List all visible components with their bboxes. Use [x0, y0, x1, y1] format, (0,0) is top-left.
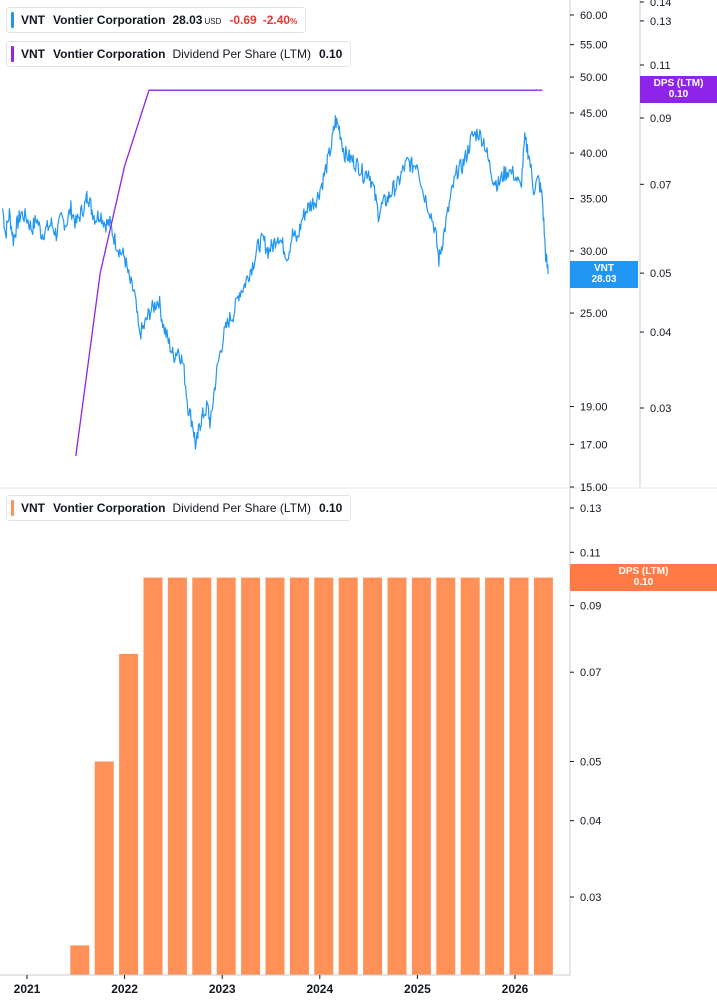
bottom-tick-label: 0.09 [580, 601, 601, 613]
dps-tag-top-value: 0.10 [668, 89, 689, 100]
year-label: 2022 [111, 982, 138, 996]
legend-bottom-metric: Dividend Per Share (LTM) [172, 501, 311, 515]
dps-tick-label: 0.04 [650, 327, 671, 339]
dps-bar[interactable] [314, 577, 334, 975]
bottom-tick-label: 0.03 [580, 892, 601, 904]
legend-price: VNT Vontier Corporation 28.03 USD -0.69 … [6, 7, 307, 33]
legend-price-value: 28.03 [172, 13, 203, 27]
legend-bottom-value: 0.10 [318, 501, 343, 515]
price-tick-label: 45.00 [580, 108, 608, 120]
dps-series-line[interactable] [75, 89, 543, 457]
price-tick-label: 50.00 [580, 72, 608, 84]
dps-tick-label: 0.11 [650, 60, 671, 72]
price-swatch [11, 12, 14, 28]
price-series-line[interactable] [2, 115, 549, 450]
legend-currency: USD [204, 17, 222, 26]
bottom-tick-label: 0.05 [580, 756, 601, 768]
year-label: 2021 [14, 982, 41, 996]
dps-axis-tag-top: DPS (LTM) 0.10 [640, 76, 717, 103]
price-tag-value: 28.03 [591, 274, 617, 285]
year-label: 2026 [502, 982, 529, 996]
dps-bar[interactable] [485, 577, 505, 975]
bottom-tick-label: 0.13 [580, 503, 601, 515]
price-tick-label: 35.00 [580, 194, 608, 206]
legend-dps-metric: Dividend Per Share (LTM) [172, 47, 311, 61]
dps-bar-plot [70, 577, 553, 976]
legend-dps-company-name: Vontier Corporation [53, 47, 166, 61]
dps-bar[interactable] [241, 577, 261, 975]
dps-tag-bottom-value: 0.10 [633, 577, 654, 588]
dps-bar[interactable] [192, 577, 212, 975]
bottom-tick-label: 0.04 [580, 816, 601, 828]
dps-bar[interactable] [509, 577, 529, 975]
year-label: 2025 [404, 982, 431, 996]
legend-bottom: VNT Vontier Corporation Dividend Per Sha… [6, 495, 352, 521]
price-tick-label: 19.00 [580, 402, 608, 414]
price-tick-label: 17.00 [580, 439, 608, 451]
dps-bar[interactable] [436, 577, 456, 975]
dps-bar[interactable] [216, 577, 236, 975]
dps-tick-label: 0.09 [650, 113, 671, 125]
dps-tick-label: 0.14 [650, 0, 671, 9]
dps-tick-label: 0.13 [650, 16, 671, 28]
dps-tick-label: 0.03 [650, 403, 671, 415]
legend-percent-sign: % [290, 17, 298, 26]
price-dps-plot [2, 89, 549, 457]
legend-ticker: VNT [21, 13, 45, 27]
dps-bar[interactable] [265, 577, 285, 975]
legend-dps-value: 0.10 [318, 47, 343, 61]
dps-tick-label: 0.05 [650, 268, 671, 280]
dps-tag-bottom-label: DPS (LTM) [618, 566, 669, 577]
dps-bar[interactable] [387, 577, 407, 975]
dps-bar[interactable] [167, 577, 187, 975]
legend-change: -0.69 [229, 13, 257, 27]
price-tick-label: 25.00 [580, 308, 608, 320]
dps-bar[interactable] [460, 577, 480, 975]
price-tick-label: 40.00 [580, 148, 608, 160]
bars-swatch [11, 500, 14, 516]
price-tick-label: 30.00 [580, 246, 608, 258]
price-tick-label: 15.00 [580, 482, 608, 494]
year-label: 2024 [306, 982, 333, 996]
dps-bar[interactable] [363, 577, 383, 975]
legend-dps-ticker: VNT [21, 47, 45, 61]
price-tick-label: 55.00 [580, 40, 608, 52]
dps-bar[interactable] [119, 653, 139, 975]
dps-axis-tag-bottom: DPS (LTM) 0.10 [570, 564, 717, 591]
bottom-tick-label: 0.07 [580, 667, 601, 679]
dps-swatch [11, 46, 14, 62]
dps-bar[interactable] [70, 945, 90, 975]
price-tag-ticker: VNT [594, 263, 614, 274]
legend-bottom-ticker: VNT [21, 501, 45, 515]
legend-dps: VNT Vontier Corporation Dividend Per Sha… [6, 41, 352, 67]
legend-company-name: Vontier Corporation [53, 13, 166, 27]
dps-tag-top-label: DPS (LTM) [653, 78, 704, 89]
price-axis-tag: VNT 28.03 [570, 261, 638, 288]
dps-bar[interactable] [143, 577, 163, 975]
dps-bar[interactable] [411, 577, 431, 975]
dps-bar[interactable] [338, 577, 358, 975]
dps-bar[interactable] [533, 577, 553, 975]
year-label: 2023 [209, 982, 236, 996]
dps-bar[interactable] [289, 577, 309, 975]
dps-tick-label: 0.07 [650, 179, 671, 191]
legend-bottom-company-name: Vontier Corporation [53, 501, 166, 515]
bottom-tick-label: 0.11 [580, 547, 601, 559]
dps-bar[interactable] [94, 761, 114, 976]
legend-change-percent: -2.40% [263, 13, 297, 27]
legend-change-percent-value: -2.40 [262, 13, 291, 27]
price-tick-label: 60.00 [580, 10, 608, 22]
